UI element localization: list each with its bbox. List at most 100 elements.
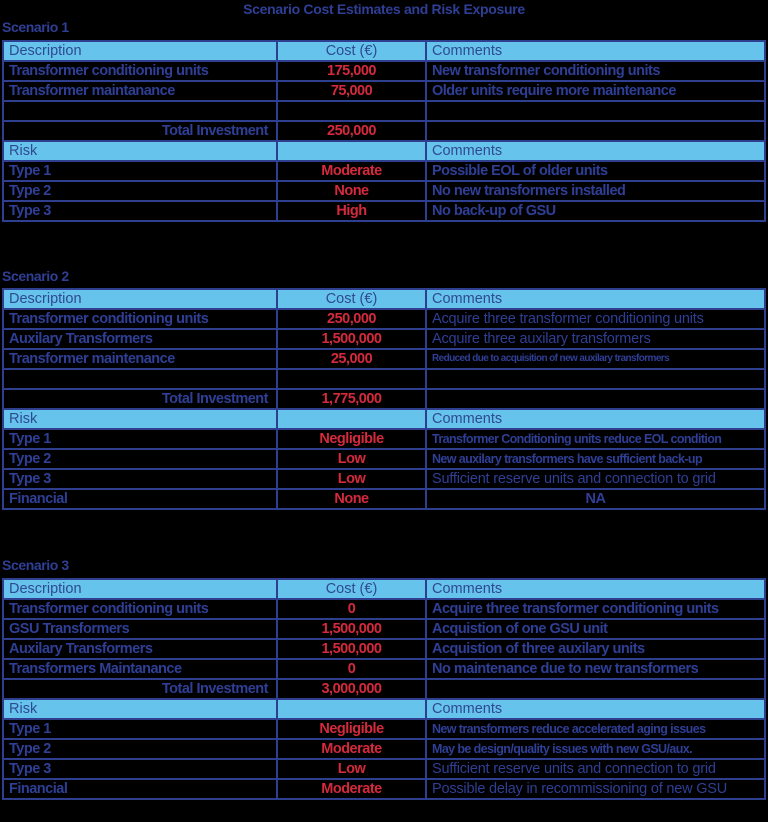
risk-header-row: Risk Comments	[2, 408, 766, 430]
risk-comment-cell: No back-up of GSU	[425, 200, 766, 222]
table-row	[2, 368, 766, 390]
risk-row: Type 3 Low Sufficient reserve units and …	[2, 468, 766, 490]
description-header: Description	[2, 578, 278, 600]
description-cell: Transformer conditioning units	[2, 598, 278, 620]
scenario-1-table: Description Cost (€) Comments Transforme…	[2, 40, 766, 222]
risk-row: Type 3 High No back-up of GSU	[2, 200, 766, 222]
cost-cell: 175,000	[276, 60, 427, 82]
risk-comment-cell: NA	[425, 488, 766, 510]
risk-header: Risk	[2, 698, 278, 720]
comment-cell: Acquistion of three auxilary units	[425, 638, 766, 660]
risk-row: Type 2 Low New auxilary transformers hav…	[2, 448, 766, 470]
comments-header: Comments	[425, 40, 766, 62]
cost-cell	[276, 368, 427, 390]
table-row: GSU Transformers 1,500,000 Acquistion of…	[2, 618, 766, 640]
risk-comment-cell: New auxilary transformers have sufficien…	[425, 448, 766, 470]
risk-comment-cell: Possible EOL of older units	[425, 160, 766, 182]
risk-level-cell: None	[276, 180, 427, 202]
cost-header: Cost (€)	[276, 288, 427, 310]
table-row: Transformer conditioning units 0 Acquire…	[2, 598, 766, 620]
empty-header	[276, 408, 427, 430]
risk-header-row: Risk Comments	[2, 140, 766, 162]
risk-row: Type 3 Low Sufficient reserve units and …	[2, 758, 766, 780]
risk-type-cell: Type 1	[2, 718, 278, 740]
description-cell: Transformer conditioning units	[2, 308, 278, 330]
risk-row: Financial Moderate Possible delay in rec…	[2, 778, 766, 800]
comment-cell: Acquire three auxilary transformers	[425, 328, 766, 350]
total-row: Total Investment 1,775,000	[2, 388, 766, 410]
description-cell: Transformer maintenance	[2, 348, 278, 370]
empty-cell	[425, 388, 766, 410]
cost-cell: 0	[276, 598, 427, 620]
scenario-3-label: Scenario 3	[2, 557, 69, 573]
cost-cell: 75,000	[276, 80, 427, 102]
description-cell: GSU Transformers	[2, 618, 278, 640]
risk-row: Type 2 None No new transformers installe…	[2, 180, 766, 202]
risk-level-cell: Low	[276, 468, 427, 490]
description-header: Description	[2, 40, 278, 62]
risk-type-cell: Type 1	[2, 160, 278, 182]
risk-level-cell: Moderate	[276, 160, 427, 182]
risk-comment-cell: New transformers reduce accelerated agin…	[425, 718, 766, 740]
risk-header: Risk	[2, 140, 278, 162]
table-row: Transformer conditioning units 250,000 A…	[2, 308, 766, 330]
total-investment-value: 250,000	[276, 120, 427, 142]
comments-header: Comments	[425, 140, 766, 162]
comments-header: Comments	[425, 698, 766, 720]
risk-level-cell: Negligible	[276, 718, 427, 740]
comment-cell: Older units require more maintenance	[425, 80, 766, 102]
table-row	[2, 100, 766, 122]
description-cell	[2, 368, 278, 390]
risk-row: Type 2 Moderate May be design/quality is…	[2, 738, 766, 760]
cost-cell: 25,000	[276, 348, 427, 370]
risk-level-cell: Moderate	[276, 778, 427, 800]
empty-header	[276, 140, 427, 162]
comment-cell	[425, 368, 766, 390]
total-investment-label: Total Investment	[2, 120, 278, 142]
total-investment-value: 3,000,000	[276, 678, 427, 700]
comment-cell: Reduced due to acquisition of new auxila…	[425, 348, 766, 370]
total-investment-label: Total Investment	[2, 388, 278, 410]
scenario-2-label: Scenario 2	[2, 268, 69, 284]
comment-cell: No maintenance due to new transformers	[425, 658, 766, 680]
risk-type-cell: Type 2	[2, 448, 278, 470]
empty-cell	[425, 120, 766, 142]
risk-comment-cell: May be design/quality issues with new GS…	[425, 738, 766, 760]
total-investment-value: 1,775,000	[276, 388, 427, 410]
description-cell: Transformer maintanance	[2, 80, 278, 102]
risk-comment-cell: Transformer Conditioning units reduce EO…	[425, 428, 766, 450]
total-row: Total Investment 250,000	[2, 120, 766, 142]
risk-header-row: Risk Comments	[2, 698, 766, 720]
cost-header-row: Description Cost (€) Comments	[2, 578, 766, 600]
table-row: Auxilary Transformers 1,500,000 Acquisti…	[2, 638, 766, 660]
cost-header-row: Description Cost (€) Comments	[2, 288, 766, 310]
risk-type-cell: Type 2	[2, 180, 278, 202]
cost-cell	[276, 100, 427, 122]
risk-row: Type 1 Moderate Possible EOL of older un…	[2, 160, 766, 182]
description-cell	[2, 100, 278, 122]
risk-header: Risk	[2, 408, 278, 430]
risk-row: Financial None NA	[2, 488, 766, 510]
scenario-2-table: Description Cost (€) Comments Transforme…	[2, 288, 766, 510]
risk-type-cell: Type 3	[2, 200, 278, 222]
table-row: Transformers Maintanance 0 No maintenanc…	[2, 658, 766, 680]
comments-header: Comments	[425, 578, 766, 600]
risk-level-cell: Low	[276, 448, 427, 470]
description-cell: Transformers Maintanance	[2, 658, 278, 680]
risk-row: Type 1 Negligible New transformers reduc…	[2, 718, 766, 740]
cost-cell: 1,500,000	[276, 328, 427, 350]
risk-type-cell: Type 2	[2, 738, 278, 760]
cost-cell: 1,500,000	[276, 638, 427, 660]
risk-type-cell: Type 1	[2, 428, 278, 450]
table-row: Transformer maintanance 75,000 Older uni…	[2, 80, 766, 102]
page-title: Scenario Cost Estimates and Risk Exposur…	[243, 1, 525, 17]
cost-header: Cost (€)	[276, 40, 427, 62]
cost-header-row: Description Cost (€) Comments	[2, 40, 766, 62]
comments-header: Comments	[425, 288, 766, 310]
description-cell: Transformer conditioning units	[2, 60, 278, 82]
risk-level-cell: High	[276, 200, 427, 222]
comment-cell: Acquire three transformer conditioning u…	[425, 598, 766, 620]
total-investment-label: Total Investment	[2, 678, 278, 700]
table-row: Auxilary Transformers 1,500,000 Acquire …	[2, 328, 766, 350]
comment-cell: Acquistion of one GSU unit	[425, 618, 766, 640]
